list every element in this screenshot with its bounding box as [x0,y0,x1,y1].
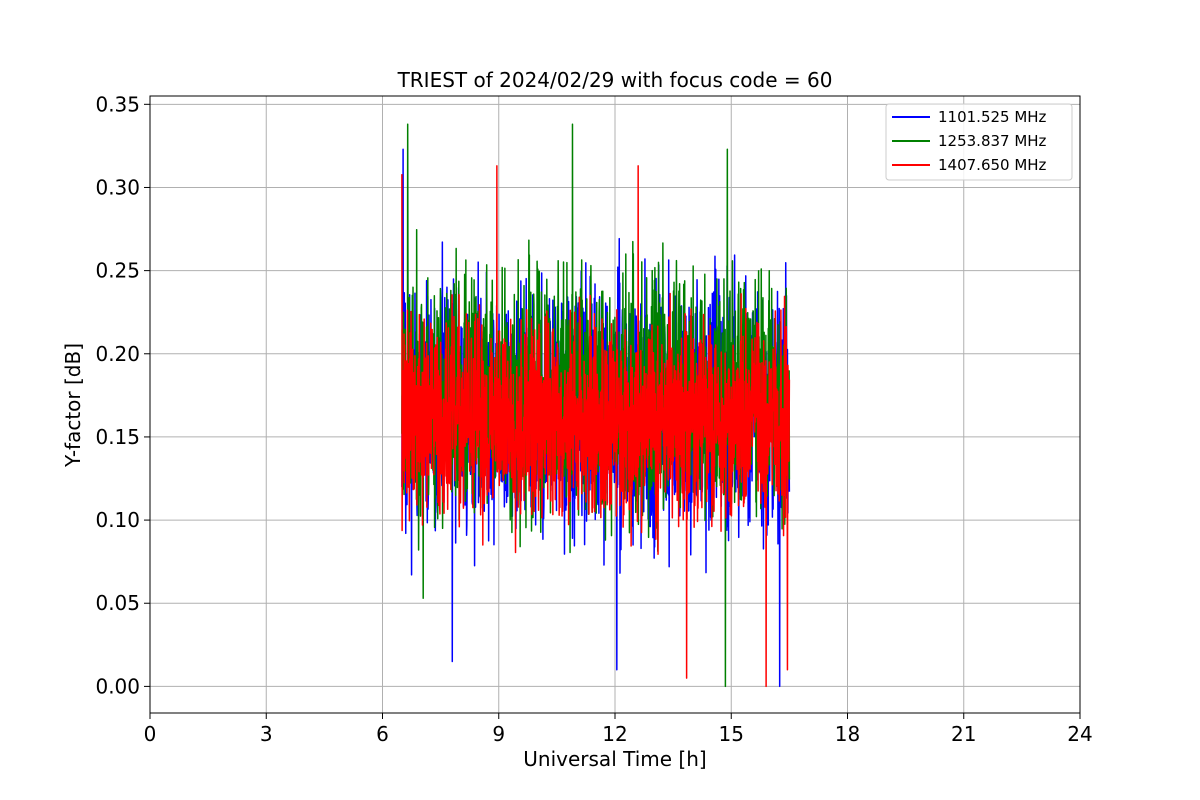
series-layer [401,123,791,688]
x-tick-label: 24 [1067,722,1092,746]
legend-label: 1253.837 MHz [938,132,1047,150]
y-tick-label: 0.05 [95,591,140,615]
legend-label: 1101.525 MHz [938,108,1047,126]
legend-label: 1407.650 MHz [938,156,1047,174]
x-tick-label: 3 [260,722,273,746]
x-tick-label: 6 [376,722,389,746]
y-tick-label: 0.10 [95,508,140,532]
y-axis-label: Y-factor [dB] [61,343,85,468]
legend-box [885,103,1073,181]
x-tick-label: 18 [835,722,860,746]
axis-ticks: 0 3 6 9 12 15 18 21 24 0.00 0.05 0.10 0.15 0.20 0.25 0.… [95,92,1092,746]
legend: 1101.525 MHz 1253.837 MHz 1407.650 MHz [885,103,1073,181]
y-tick-label: 0.00 [95,674,140,698]
x-tick-label: 12 [602,722,627,746]
y-tick-label: 0.25 [95,259,140,283]
y-tick-label: 0.15 [95,425,140,449]
y-tick-label: 0.20 [95,342,140,366]
y-tick-label: 0.35 [95,92,140,116]
x-tick-label: 0 [144,722,157,746]
series-line [401,165,791,688]
x-axis-label: Universal Time [h] [523,747,706,771]
x-tick-label: 21 [951,722,976,746]
chart-title: TRIEST of 2024/02/29 with focus code = 6… [397,68,833,92]
x-tick-label: 15 [719,722,744,746]
x-tick-label: 9 [492,722,505,746]
y-tick-label: 0.30 [95,175,140,199]
